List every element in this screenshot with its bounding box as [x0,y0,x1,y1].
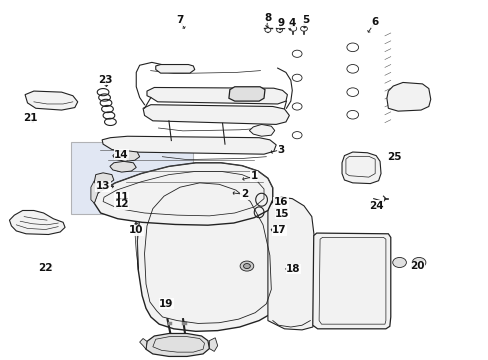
Text: 19: 19 [159,299,173,309]
Text: 18: 18 [285,264,300,274]
Text: 17: 17 [272,225,286,235]
Polygon shape [143,105,289,125]
Text: 13: 13 [96,181,110,192]
Circle shape [346,111,358,119]
Text: 9: 9 [277,18,284,28]
Text: 21: 21 [22,113,37,123]
Polygon shape [91,181,98,203]
Polygon shape [137,174,284,331]
Polygon shape [228,87,264,101]
Polygon shape [102,136,276,154]
Text: 8: 8 [264,13,271,23]
Polygon shape [209,338,217,351]
Text: 15: 15 [275,209,289,219]
Polygon shape [94,173,114,184]
Text: 2: 2 [241,189,247,199]
Polygon shape [140,338,147,349]
Polygon shape [156,64,194,73]
Polygon shape [267,197,316,330]
Polygon shape [146,333,209,356]
Circle shape [300,26,307,31]
Circle shape [346,43,358,51]
Polygon shape [386,82,430,111]
Circle shape [289,26,296,31]
Circle shape [292,103,302,110]
Polygon shape [25,91,78,110]
Text: 25: 25 [386,152,401,162]
Polygon shape [110,161,136,172]
Circle shape [243,264,250,269]
Circle shape [292,50,302,57]
Circle shape [240,261,253,271]
Text: 1: 1 [250,171,257,181]
Circle shape [292,132,302,139]
Circle shape [346,64,358,73]
Circle shape [264,28,270,32]
Text: 6: 6 [371,17,378,27]
Text: 23: 23 [98,75,113,85]
Polygon shape [147,87,287,104]
Text: 20: 20 [409,261,424,271]
Text: 10: 10 [129,225,143,235]
Polygon shape [135,190,151,270]
Polygon shape [312,233,390,329]
Text: 24: 24 [368,201,383,211]
Text: 7: 7 [176,15,183,26]
Text: 16: 16 [273,197,288,207]
Polygon shape [93,163,272,225]
Text: 22: 22 [38,263,53,273]
Text: 11: 11 [114,192,129,202]
Text: 3: 3 [277,144,284,154]
Bar [71,142,193,214]
Circle shape [292,74,302,81]
Text: 5: 5 [301,15,308,26]
Polygon shape [113,150,140,161]
Text: 4: 4 [288,18,295,28]
Text: 14: 14 [114,150,129,160]
Text: 12: 12 [114,199,129,210]
Circle shape [346,88,358,96]
Circle shape [411,257,425,267]
Polygon shape [9,211,65,234]
Polygon shape [249,125,274,136]
Circle shape [392,257,406,267]
Polygon shape [264,187,288,313]
Polygon shape [341,152,380,184]
Circle shape [276,28,282,32]
